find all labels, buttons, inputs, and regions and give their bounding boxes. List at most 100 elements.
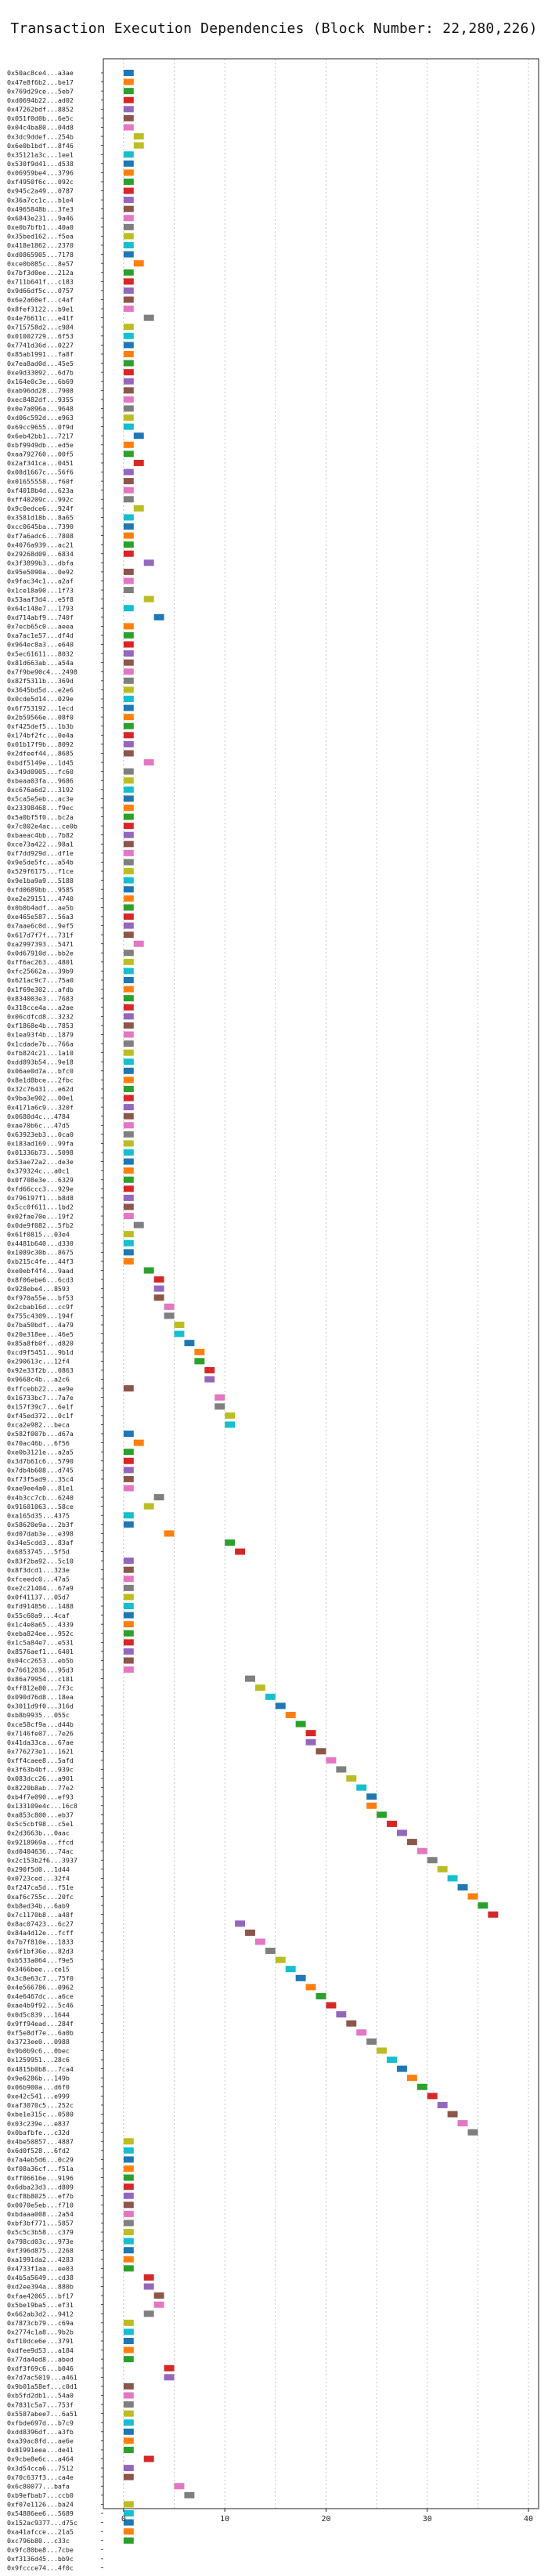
transaction-label: 0x152ac9377...d75c <box>7 2519 78 2527</box>
transaction-label: 0x0bafbfe...c32d <box>7 2129 70 2136</box>
execution-bar <box>123 1049 134 1056</box>
execution-bar <box>184 2491 195 2498</box>
transaction-label: 0x7831c5a7...753f <box>7 2401 74 2408</box>
execution-bar <box>123 369 134 376</box>
transaction-label: 0x70c637f3...ca4e <box>7 2473 74 2481</box>
transaction-label: 0x662ab3d2...9412 <box>7 2310 74 2317</box>
execution-bar <box>123 2338 134 2344</box>
execution-bar <box>123 2238 134 2245</box>
execution-bar <box>123 831 134 838</box>
execution-bar <box>406 1839 417 1846</box>
execution-bar <box>123 2210 134 2217</box>
execution-bar <box>123 1249 134 1256</box>
execution-bar <box>123 768 134 775</box>
transaction-label: 0x16733bc7...7a7e <box>7 1394 74 1402</box>
transaction-label: 0x69cc9655...0f9d <box>7 423 74 431</box>
execution-bar <box>366 1802 377 1809</box>
transaction-label: 0x582f007b...d67a <box>7 1430 74 1438</box>
execution-bar <box>153 1276 164 1283</box>
transaction-label: 0x2af341ca...0451 <box>7 459 74 467</box>
execution-bar <box>447 1875 458 1882</box>
execution-bar <box>123 2346 134 2353</box>
transaction-label: 0xdfee9d53...a184 <box>7 2346 74 2354</box>
transaction-label: 0x6f753192...1ecd <box>7 704 74 712</box>
axes-frame <box>103 58 539 2509</box>
transaction-label: 0xe2c21404...67a9 <box>7 1584 74 1592</box>
execution-bar <box>123 269 134 276</box>
transaction-label: 0xb5fd2db1...54a0 <box>7 2392 74 2400</box>
execution-bar <box>184 1340 195 1347</box>
transaction-label: 0xf08a36cf...f51a <box>7 2165 74 2173</box>
transaction-label: 0x8f3dcd1...323e <box>7 1566 70 1574</box>
execution-bar <box>153 613 164 620</box>
execution-bar <box>123 1149 134 1156</box>
transaction-label: 0xf10dce6e...3791 <box>7 2337 74 2345</box>
transaction-label: 0x0f708e3e...6329 <box>7 1176 74 1184</box>
transaction-label: 0x0de9f082...5fb2 <box>7 1221 74 1229</box>
execution-bar <box>123 2356 134 2363</box>
x-axis-ticks: 0 10 20 30 40 <box>121 2509 533 2524</box>
transaction-label: 0x9fccce74...4f0c <box>7 2564 74 2572</box>
execution-bar <box>123 78 134 85</box>
execution-bar <box>123 233 134 240</box>
execution-bar <box>123 2428 134 2435</box>
execution-bar <box>153 2292 164 2299</box>
transaction-label: 0x04cc2653...eb5b <box>7 1657 74 1665</box>
transaction-labels: 0x50ac8ce4...a3ae0x47e8f6b2...be170x769d… <box>7 69 103 2572</box>
execution-bar <box>285 1966 296 1973</box>
execution-bar <box>123 1449 134 1456</box>
execution-bar <box>123 859 134 866</box>
execution-bar <box>153 2301 164 2308</box>
execution-bar <box>123 2419 134 2426</box>
transaction-label: 0x41da33ca...67ae <box>7 1738 74 1746</box>
transaction-label: 0xbf9949db...ed5e <box>7 441 74 449</box>
transaction-label: 0x164e0c3e...6b69 <box>7 378 74 385</box>
transaction-label: 0x81991eea...de41 <box>7 2446 74 2454</box>
transaction-label: 0x290613c...12f4 <box>7 1358 70 1366</box>
transaction-label: 0x9b01a58ef...c0d1 <box>7 2382 78 2390</box>
transaction-label: 0x6d0f528...6fd2 <box>7 2147 70 2155</box>
execution-bar <box>123 2165 134 2172</box>
transaction-label: 0x1c4e0a65...4339 <box>7 1620 74 1628</box>
execution-bar <box>336 1766 347 1773</box>
transaction-label: 0xa1991da2...4283 <box>7 2256 74 2263</box>
execution-bar <box>427 1857 438 1864</box>
transaction-label: 0x4be50857...4887 <box>7 2137 74 2145</box>
transaction-label: 0xf5e8df7e...6a0b <box>7 2028 74 2036</box>
execution-bar <box>315 1992 326 1999</box>
transaction-label: 0x418e1862...2370 <box>7 241 74 249</box>
execution-bar <box>143 1267 154 1274</box>
transaction-label: 0xf1868e4b...7853 <box>7 1022 74 1029</box>
execution-bar <box>123 659 134 666</box>
transaction-label: 0x77da4ed8...abed <box>7 2355 74 2363</box>
transaction-label: 0x0f41137...05d7 <box>7 1594 70 1601</box>
execution-bar <box>123 414 134 421</box>
transaction-label: 0xf4018b4d...623a <box>7 487 74 494</box>
execution-bar <box>123 1104 134 1111</box>
execution-bar <box>123 487 134 494</box>
transaction-label: 0xeba824ee...952c <box>7 1630 74 1637</box>
execution-bar <box>123 387 134 394</box>
execution-bar <box>123 1512 134 1519</box>
transaction-label: 0x9ba3e902...00e1 <box>7 1094 74 1102</box>
execution-bar <box>123 668 134 675</box>
execution-bar <box>123 714 134 721</box>
execution-bar <box>123 2473 134 2480</box>
transaction-label: 0x7ea8ad0d...45e5 <box>7 360 74 367</box>
execution-bar <box>143 759 154 766</box>
execution-bar <box>123 1584 134 1591</box>
x-tick-label: 20 <box>321 2515 330 2524</box>
execution-bar <box>225 1412 236 1419</box>
execution-bar <box>265 1693 276 1700</box>
execution-bar <box>123 977 134 983</box>
x-tick-label: 40 <box>524 2515 533 2524</box>
transaction-label: 0x051f0d0b...6e5c <box>7 114 74 122</box>
execution-bar <box>457 2120 468 2127</box>
execution-bar <box>123 2501 134 2508</box>
transaction-label: 0x4e566786...0962 <box>7 1984 74 1992</box>
transaction-label: 0x2cbab16d...cc9f <box>7 1303 74 1311</box>
execution-bar <box>123 1231 134 1238</box>
transaction-label: 0x174bf2fc...0e4a <box>7 732 74 740</box>
transaction-label: 0xaf6c755c...20fc <box>7 1893 74 1901</box>
transaction-label: 0xff40209c...992c <box>7 495 74 503</box>
